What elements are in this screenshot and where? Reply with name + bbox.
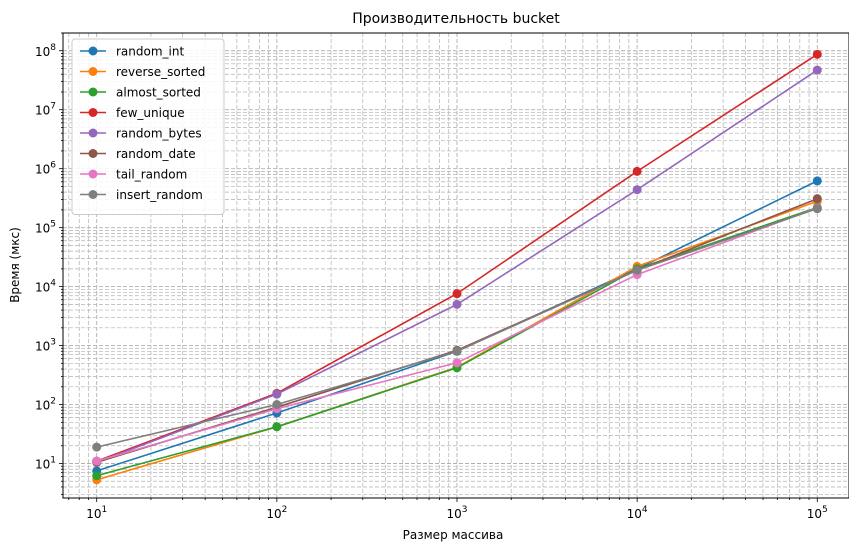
data-point bbox=[272, 389, 282, 399]
legend-label: tail_random bbox=[116, 168, 187, 182]
x-tick-label: 105 bbox=[807, 505, 828, 521]
legend-marker bbox=[88, 149, 98, 158]
y-tick-label: 106 bbox=[35, 161, 56, 177]
data-point bbox=[812, 194, 822, 204]
legend-entry: almost_sorted bbox=[80, 86, 201, 100]
legend-marker bbox=[88, 169, 98, 179]
x-tick-label: 102 bbox=[266, 505, 287, 521]
x-tick-label: 101 bbox=[86, 505, 107, 521]
legend-marker bbox=[88, 190, 98, 199]
legend-box bbox=[71, 38, 225, 215]
y-axis-ticks: 101 102 103 104 105 106 107 108 bbox=[35, 32, 63, 495]
chart-title: Производительность bucket bbox=[352, 11, 560, 27]
y-tick-label: 108 bbox=[35, 43, 56, 59]
data-point bbox=[452, 289, 462, 299]
x-tick-label: 103 bbox=[446, 505, 467, 521]
y-tick-label: 105 bbox=[35, 220, 56, 236]
legend-marker bbox=[88, 67, 98, 76]
legend-label: almost_sorted bbox=[116, 86, 201, 100]
legend-marker bbox=[88, 87, 98, 97]
legend: random_int reverse_sorted almost_sortedfew… bbox=[71, 38, 225, 215]
data-point bbox=[632, 185, 642, 195]
y-tick-label: 102 bbox=[35, 397, 56, 413]
legend-entry: tail_random bbox=[80, 168, 187, 182]
series-group bbox=[92, 49, 822, 485]
data-point bbox=[812, 49, 822, 59]
legend-marker bbox=[88, 128, 98, 138]
data-point bbox=[452, 299, 462, 309]
legend-entry: few_unique bbox=[80, 106, 185, 120]
y-tick-label: 107 bbox=[35, 102, 56, 118]
legend-label: insert_random bbox=[116, 188, 203, 202]
data-point bbox=[452, 358, 462, 368]
legend-entry: reverse_sorted bbox=[80, 65, 205, 79]
x-axis-ticks: 101 102 103 104 105 bbox=[68, 498, 828, 521]
legend-marker bbox=[88, 46, 98, 56]
plot-frame bbox=[62, 32, 849, 499]
y-tick-label: 101 bbox=[35, 456, 56, 472]
y-tick-label: 104 bbox=[35, 279, 56, 295]
data-point bbox=[92, 442, 102, 452]
y-tick-label: 103 bbox=[35, 338, 56, 354]
series-line bbox=[96, 180, 818, 472]
x-axis-label: Размер массива bbox=[403, 528, 504, 542]
data-point bbox=[812, 65, 822, 75]
data-point bbox=[632, 166, 642, 176]
legend-entry: random_date bbox=[80, 147, 196, 161]
data-point bbox=[92, 456, 102, 466]
data-point bbox=[272, 400, 282, 410]
legend-label: reverse_sorted bbox=[116, 65, 205, 79]
data-point bbox=[812, 204, 822, 214]
x-tick-label: 104 bbox=[627, 505, 648, 521]
data-point bbox=[812, 176, 822, 186]
legend-entry: random_int bbox=[80, 45, 184, 59]
data-point bbox=[632, 265, 642, 275]
data-point bbox=[452, 346, 462, 356]
data-point bbox=[272, 422, 282, 432]
series-insert_random bbox=[92, 204, 822, 452]
legend-entry: random_bytes bbox=[80, 127, 202, 141]
data-point bbox=[92, 471, 102, 481]
y-axis-label: Время (мкс) bbox=[8, 227, 22, 303]
grid bbox=[63, 32, 849, 498]
legend-label: few_unique bbox=[116, 106, 185, 120]
legend-label: random_date bbox=[116, 147, 196, 161]
legend-entry: insert_random bbox=[80, 188, 203, 202]
legend-label: random_bytes bbox=[116, 127, 202, 141]
legend-label: random_int bbox=[116, 45, 184, 59]
legend-marker bbox=[88, 108, 98, 117]
